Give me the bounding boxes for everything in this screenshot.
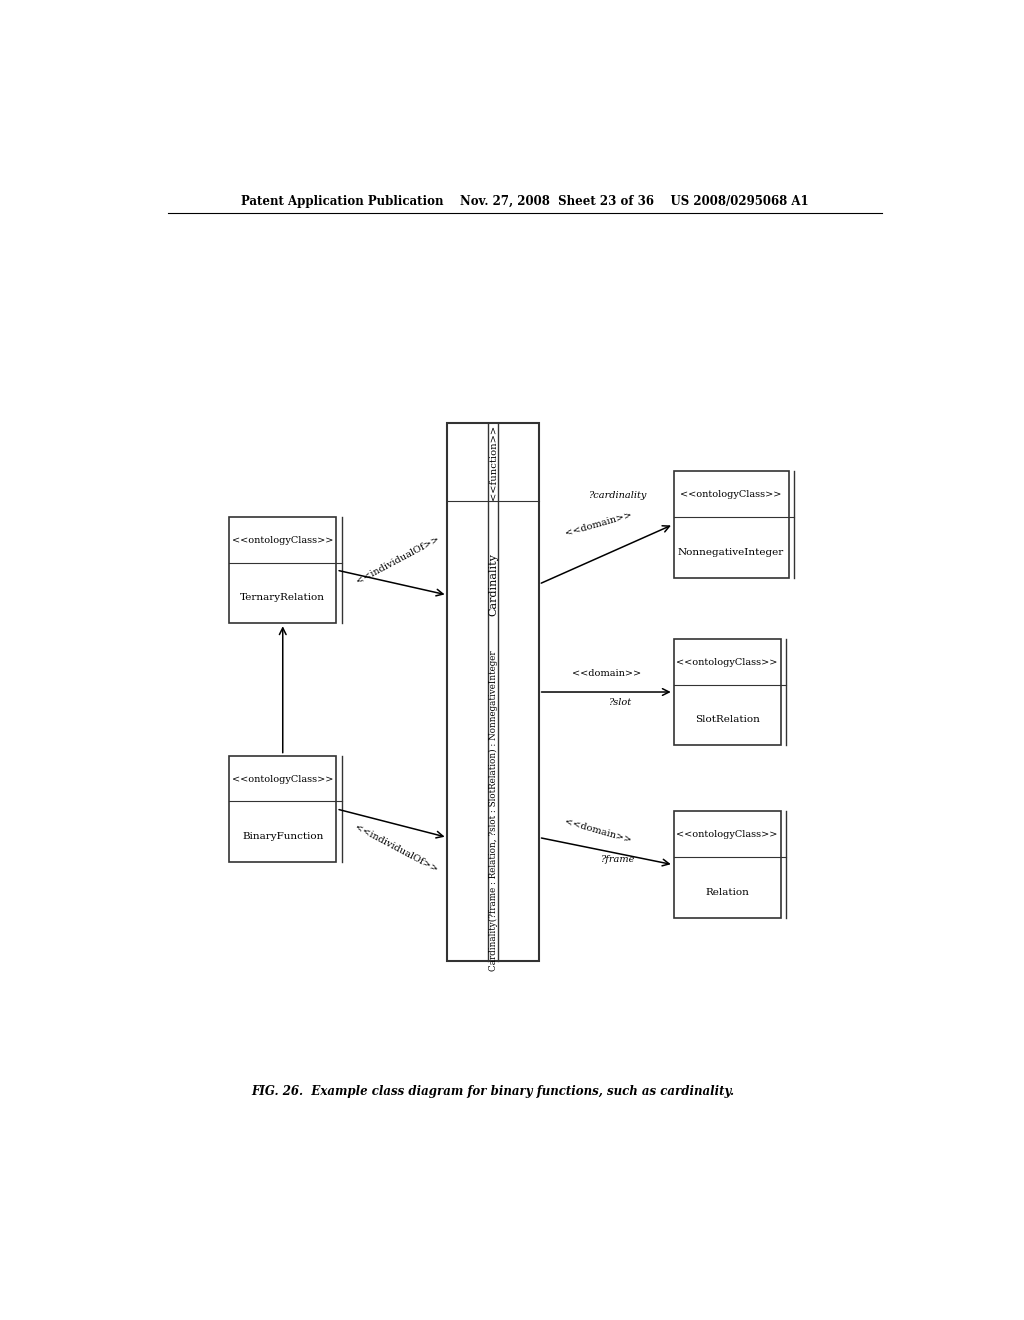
FancyBboxPatch shape: [447, 422, 539, 961]
Text: Cardinality(?frame : Relation, ?slot : SlotRelation) : NonnegativeInteger: Cardinality(?frame : Relation, ?slot : S…: [488, 651, 498, 970]
Text: Patent Application Publication    Nov. 27, 2008  Sheet 23 of 36    US 2008/02950: Patent Application Publication Nov. 27, …: [241, 194, 809, 207]
Text: ?cardinality: ?cardinality: [589, 491, 647, 500]
Text: TernaryRelation: TernaryRelation: [241, 593, 326, 602]
Text: Cardinality: Cardinality: [488, 553, 498, 615]
Text: NonnegativeInteger: NonnegativeInteger: [678, 548, 784, 557]
Text: <<individualOf>>: <<individualOf>>: [353, 822, 439, 874]
Text: <<ontologyClass>>: <<ontologyClass>>: [677, 830, 778, 840]
FancyBboxPatch shape: [229, 516, 336, 623]
Text: SlotRelation: SlotRelation: [694, 715, 760, 725]
Text: <<domain>>: <<domain>>: [564, 510, 633, 537]
Text: <<ontologyClass>>: <<ontologyClass>>: [232, 775, 334, 784]
Text: <<individualOf>>: <<individualOf>>: [355, 535, 441, 586]
Text: <<ontologyClass>>: <<ontologyClass>>: [232, 536, 334, 545]
FancyBboxPatch shape: [229, 755, 336, 862]
Text: ?slot: ?slot: [609, 698, 632, 706]
Text: ?frame: ?frame: [601, 855, 635, 863]
Text: <<ontologyClass>>: <<ontologyClass>>: [681, 490, 781, 499]
Text: <<domain>>: <<domain>>: [571, 669, 641, 678]
Text: BinaryFunction: BinaryFunction: [242, 832, 324, 841]
Text: FIG. 26.  Example class diagram for binary functions, such as cardinality.: FIG. 26. Example class diagram for binar…: [252, 1085, 734, 1098]
FancyBboxPatch shape: [674, 471, 788, 578]
FancyBboxPatch shape: [674, 639, 780, 746]
Text: <<ontologyClass>>: <<ontologyClass>>: [677, 657, 778, 667]
Text: <<domain>>: <<domain>>: [564, 817, 633, 845]
FancyBboxPatch shape: [674, 812, 780, 919]
Text: Relation: Relation: [706, 888, 750, 898]
Text: <<function>>: <<function>>: [488, 425, 498, 499]
